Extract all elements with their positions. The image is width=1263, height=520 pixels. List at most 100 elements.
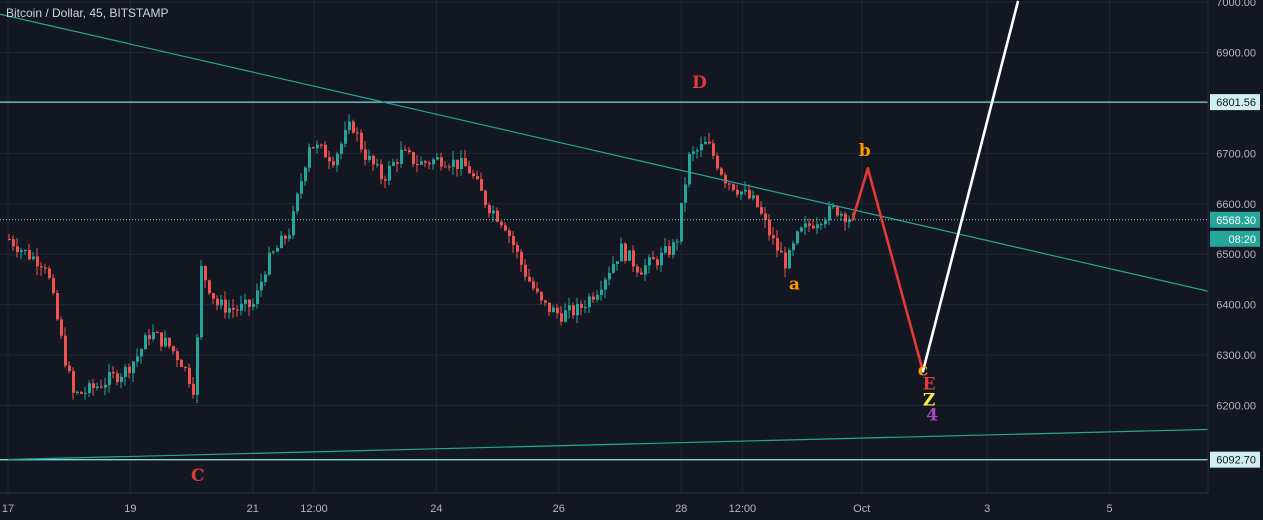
candle-body bbox=[180, 360, 183, 367]
candle-body bbox=[76, 391, 79, 393]
candle-body bbox=[548, 302, 551, 313]
candle-body bbox=[784, 252, 787, 269]
price-tick-label: 6600.00 bbox=[1216, 199, 1256, 211]
candle-body bbox=[560, 313, 563, 322]
candle-body bbox=[736, 190, 739, 195]
candle-body bbox=[388, 165, 391, 181]
candle-body bbox=[624, 243, 627, 261]
price-tick-label: 6300.00 bbox=[1216, 350, 1256, 362]
candle-body bbox=[268, 252, 271, 275]
price-axis[interactable] bbox=[1208, 0, 1263, 520]
candle-body bbox=[544, 300, 547, 303]
candle-body bbox=[216, 298, 219, 306]
time-axis[interactable] bbox=[0, 493, 1208, 520]
candle-body bbox=[200, 266, 203, 338]
candle-body bbox=[88, 383, 91, 393]
trendline[interactable] bbox=[7, 426, 1263, 461]
candle-body bbox=[520, 251, 523, 265]
candle-body bbox=[476, 176, 479, 179]
candle-body bbox=[256, 290, 259, 305]
candle-body bbox=[724, 174, 727, 184]
candle-body bbox=[108, 372, 111, 385]
candle-body bbox=[376, 164, 379, 166]
candle-body bbox=[492, 210, 495, 214]
candle-body bbox=[712, 143, 715, 156]
current-price-label: 6568.30 bbox=[1216, 215, 1256, 227]
overlay-lines bbox=[0, 0, 1263, 461]
candle-body bbox=[748, 189, 751, 199]
projection-line[interactable] bbox=[921, 0, 1020, 373]
candle-body bbox=[516, 245, 519, 252]
candle-body bbox=[472, 173, 475, 177]
candle-body bbox=[672, 242, 675, 255]
date-tick-label: 28 bbox=[675, 503, 687, 515]
candle-body bbox=[144, 335, 147, 350]
candle-body bbox=[512, 235, 515, 246]
candle-body bbox=[656, 259, 659, 266]
projection-line[interactable] bbox=[851, 167, 870, 222]
candle-body bbox=[240, 303, 243, 311]
candle-body bbox=[32, 256, 35, 260]
candle-body bbox=[840, 213, 843, 216]
candle-body bbox=[716, 155, 719, 169]
candle-body bbox=[408, 150, 411, 153]
candle-body bbox=[212, 293, 215, 299]
candle-body bbox=[808, 223, 811, 226]
date-tick-label: 24 bbox=[430, 503, 442, 515]
candle-body bbox=[572, 305, 575, 316]
candle-body bbox=[528, 276, 531, 282]
candle-body bbox=[244, 299, 247, 304]
date-tick-label: 17 bbox=[2, 503, 14, 515]
candle-body bbox=[776, 238, 779, 251]
candle-body bbox=[288, 235, 291, 239]
candle-body bbox=[176, 351, 179, 361]
candle-body bbox=[140, 349, 143, 357]
candle-body bbox=[484, 190, 487, 206]
candle-body bbox=[824, 220, 827, 225]
date-tick-label: 3 bbox=[984, 503, 990, 515]
candle-body bbox=[592, 296, 595, 300]
level-price-label: 6092.70 bbox=[1216, 455, 1256, 467]
candle-body bbox=[564, 310, 567, 322]
candle-body bbox=[828, 206, 831, 221]
candle-body bbox=[424, 161, 427, 163]
candle-body bbox=[756, 195, 759, 208]
candle-body bbox=[304, 167, 307, 182]
candle-body bbox=[312, 147, 315, 149]
candle-body bbox=[364, 149, 367, 160]
candle-body bbox=[744, 189, 747, 192]
candle-body bbox=[68, 365, 71, 371]
candle-body bbox=[300, 181, 303, 194]
candle-body bbox=[168, 337, 171, 347]
candle-body bbox=[352, 121, 355, 133]
candle-body bbox=[728, 183, 731, 185]
candle-body bbox=[260, 281, 263, 291]
candle-body bbox=[732, 184, 735, 191]
candle-body bbox=[336, 153, 339, 166]
candle-body bbox=[752, 195, 755, 199]
candle-body bbox=[644, 265, 647, 275]
price-tick-label: 6500.00 bbox=[1216, 249, 1256, 261]
candle-body bbox=[692, 151, 695, 154]
candle-body bbox=[648, 257, 651, 266]
candle-body bbox=[536, 288, 539, 292]
candle-body bbox=[468, 166, 471, 174]
candle-body bbox=[504, 225, 507, 231]
candle-body bbox=[8, 239, 11, 241]
trendline[interactable] bbox=[0, 2, 1263, 311]
candle-body bbox=[524, 264, 527, 277]
candle-body bbox=[500, 221, 503, 226]
candle-body bbox=[232, 307, 235, 310]
wave-label: 4 bbox=[926, 406, 938, 426]
candle-body bbox=[508, 230, 511, 236]
candle-body bbox=[532, 281, 535, 289]
candle-body bbox=[720, 168, 723, 175]
wave-label: c bbox=[918, 360, 928, 380]
candle-body bbox=[812, 225, 815, 229]
candle-body bbox=[556, 307, 559, 314]
candle-body bbox=[804, 223, 807, 228]
candle-body bbox=[40, 266, 43, 268]
projection-line[interactable] bbox=[866, 167, 925, 373]
candle-body bbox=[236, 309, 239, 311]
